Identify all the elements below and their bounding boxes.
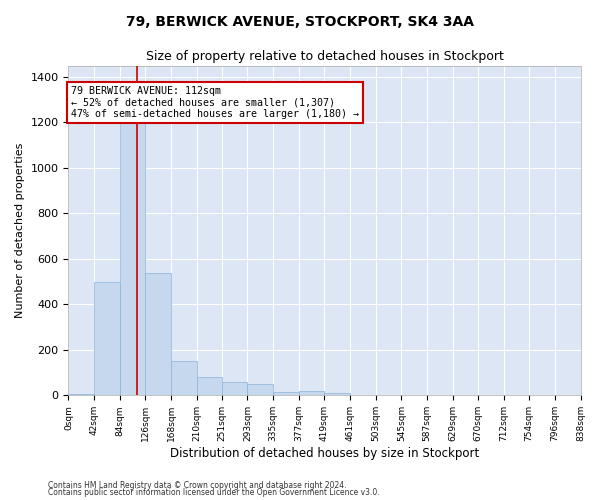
Bar — [120, 98, 145, 396]
Y-axis label: Number of detached properties: Number of detached properties — [15, 143, 25, 318]
X-axis label: Distribution of detached houses by size in Stockport: Distribution of detached houses by size … — [170, 447, 479, 460]
Text: 79 BERWICK AVENUE: 112sqm
← 52% of detached houses are smaller (1,307)
47% of se: 79 BERWICK AVENUE: 112sqm ← 52% of detac… — [71, 86, 359, 119]
Bar — [68, 394, 94, 396]
Bar — [325, 393, 350, 396]
Bar — [273, 392, 299, 396]
Bar — [197, 377, 222, 396]
Bar — [171, 361, 197, 396]
Bar — [222, 382, 247, 396]
Title: Size of property relative to detached houses in Stockport: Size of property relative to detached ho… — [146, 50, 503, 63]
Bar — [299, 391, 325, 396]
Bar — [94, 282, 120, 396]
Text: Contains HM Land Registry data © Crown copyright and database right 2024.: Contains HM Land Registry data © Crown c… — [48, 480, 347, 490]
Text: 79, BERWICK AVENUE, STOCKPORT, SK4 3AA: 79, BERWICK AVENUE, STOCKPORT, SK4 3AA — [126, 15, 474, 29]
Bar — [145, 272, 171, 396]
Bar — [247, 384, 273, 396]
Text: Contains public sector information licensed under the Open Government Licence v3: Contains public sector information licen… — [48, 488, 380, 497]
